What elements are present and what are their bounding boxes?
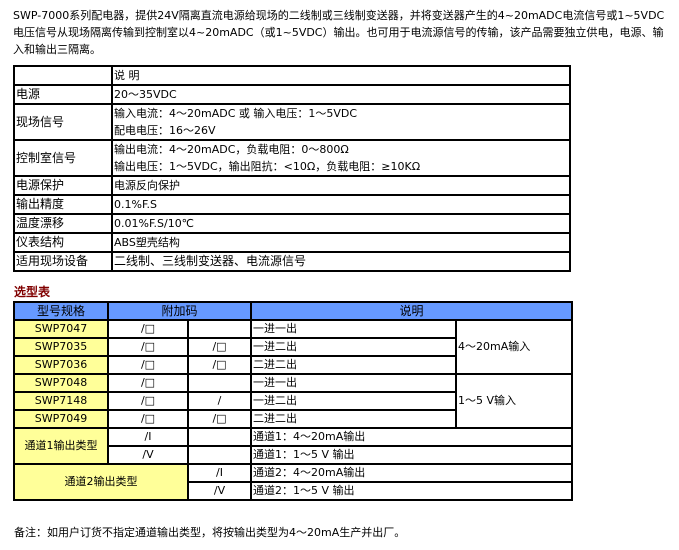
table-row: 适用现场设备 二线制、三线制变送器、电流源信号 bbox=[13, 251, 571, 272]
selection-title: 选型表 bbox=[14, 285, 51, 299]
table-row: SWP7036/□/□ 二进二出 bbox=[13, 355, 572, 375]
table-row: 仪表结构 ABS塑壳结构 bbox=[13, 232, 571, 253]
table-header: 型号规格 附加码 说明 bbox=[13, 301, 574, 321]
line: 配电电压：16～26V bbox=[114, 124, 216, 137]
header-desc: 说 明 bbox=[111, 65, 571, 86]
table-row: SWP7049/□/□ 二进二出 bbox=[13, 409, 572, 429]
table-row: 通道1输出类型/I 通道1：4～20mA输出 bbox=[13, 427, 574, 465]
table-row: SWP7148/□ / 一进二出 bbox=[13, 391, 572, 411]
table-header: 说 明 bbox=[13, 65, 571, 86]
table-row: SWP7048/□ 一进一出 1～5 V输入 bbox=[13, 373, 574, 429]
group-label: 4～20mA输入 bbox=[455, 319, 574, 375]
table-row: SWP7035/□/□ 一进二出 bbox=[13, 337, 572, 357]
table-row: 温度漂移 0.01%F.S/10℃ bbox=[13, 213, 571, 234]
table-row: /V 通道2：1～5 V 输出 bbox=[14, 481, 574, 501]
table-row: 输出精度 0.1%F.S bbox=[13, 194, 571, 215]
table-row: 电源 20～35VDC bbox=[13, 84, 571, 105]
line: 输入电流：4～20mADC 或 输入电压：1～5VDC bbox=[114, 107, 358, 120]
table-row: 电源保护 电源反向保护 bbox=[13, 175, 571, 196]
table-row: /V 通道1：1～5 V 输出 bbox=[14, 445, 574, 465]
footnote: 备注：如用户订货不指定通道输出类型，将按输出类型为4～20mA生产并出厂。 bbox=[14, 526, 406, 539]
group-label: 1～5 V输入 bbox=[455, 373, 574, 429]
table-row: 控制室信号 输出电流：4～20mADC，负载电阻：0～800Ω 输出电压：1～5VD… bbox=[13, 139, 571, 177]
selection-table: 型号规格 附加码 说明 SWP7047/□ 一进一出 4～20mA输入 SWP703… bbox=[13, 301, 574, 501]
line: 输出电流：4～20mADC，负载电阻：0～800Ω bbox=[114, 143, 349, 156]
table-row: SWP7047/□ 一进一出 4～20mA输入 bbox=[13, 319, 574, 375]
table-row: 现场信号 输入电流：4～20mADC 或 输入电压：1～5VDC 配电电压：16～2… bbox=[13, 103, 571, 141]
table-row: 通道2输出类型/I 通道2：4～20mA输出 bbox=[13, 463, 574, 501]
intro-paragraph: SWP-7000系列配电器，提供24V隔离直流电源给现场的二线制或三线制变送器，… bbox=[13, 9, 665, 56]
line: 输出电压：1～5VDC，输出阻抗：<10Ω，负载电阻：≥10KΩ bbox=[114, 160, 421, 173]
spec-table: 说 明 电源 20～35VDC 现场信号 输入电流：4～20mADC 或 输入电压：… bbox=[13, 65, 571, 272]
